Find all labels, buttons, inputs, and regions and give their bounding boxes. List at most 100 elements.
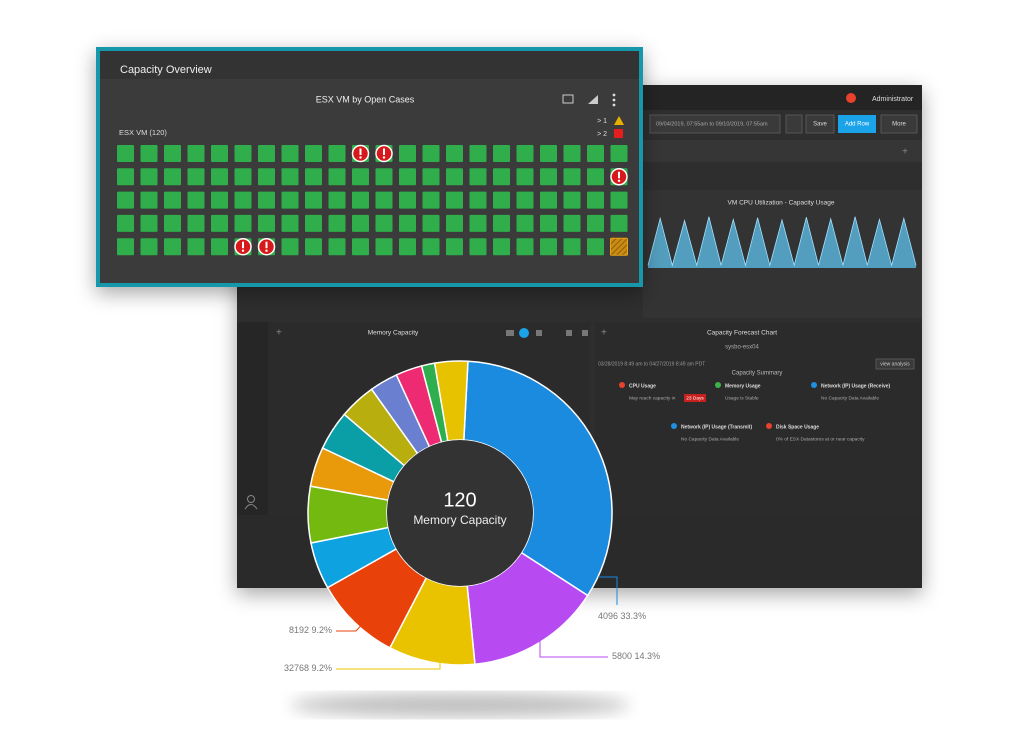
vm-cell[interactable] bbox=[140, 238, 158, 256]
vm-cell[interactable] bbox=[258, 214, 275, 232]
vm-cell[interactable] bbox=[375, 238, 393, 256]
vm-cell[interactable] bbox=[610, 214, 628, 232]
vm-cell[interactable] bbox=[281, 168, 299, 186]
vm-cell[interactable] bbox=[140, 191, 158, 209]
vm-cell[interactable] bbox=[540, 238, 557, 256]
vm-cell[interactable] bbox=[587, 238, 604, 256]
vm-cell[interactable] bbox=[493, 145, 510, 162]
vm-cell[interactable] bbox=[211, 214, 228, 232]
vm-cell[interactable] bbox=[328, 191, 346, 209]
vm-cell[interactable] bbox=[516, 168, 534, 186]
vm-cell[interactable] bbox=[610, 191, 628, 209]
vm-cell[interactable] bbox=[281, 238, 299, 256]
vm-cell[interactable] bbox=[469, 238, 487, 256]
vm-cell[interactable] bbox=[422, 191, 440, 209]
vm-cell[interactable] bbox=[305, 145, 322, 162]
vm-cell[interactable] bbox=[117, 238, 134, 256]
vm-cell[interactable] bbox=[493, 214, 510, 232]
vm-cell[interactable] bbox=[469, 168, 487, 186]
menu-icon[interactable] bbox=[612, 93, 616, 107]
vm-cell[interactable] bbox=[187, 168, 205, 186]
vm-cell[interactable] bbox=[164, 191, 181, 209]
vm-cell[interactable] bbox=[140, 145, 158, 162]
vm-cell[interactable] bbox=[140, 214, 158, 232]
vm-cell[interactable] bbox=[516, 145, 534, 162]
vm-cell[interactable] bbox=[305, 214, 322, 232]
vm-cell[interactable] bbox=[258, 191, 275, 209]
vm-cell[interactable] bbox=[469, 145, 487, 162]
add-icon[interactable]: + bbox=[902, 147, 908, 158]
vm-cell[interactable] bbox=[540, 214, 557, 232]
vm-cell[interactable] bbox=[399, 145, 416, 162]
save-button[interactable] bbox=[805, 114, 835, 134]
vm-cell[interactable] bbox=[587, 145, 604, 162]
vm-cell[interactable] bbox=[305, 238, 322, 256]
vm-cell[interactable] bbox=[117, 191, 134, 209]
vm-cell[interactable] bbox=[164, 214, 181, 232]
vm-cell[interactable] bbox=[352, 191, 369, 209]
add-icon[interactable]: + bbox=[276, 328, 282, 339]
vm-cell[interactable] bbox=[234, 191, 252, 209]
vm-cell[interactable] bbox=[211, 191, 228, 209]
vm-cell[interactable] bbox=[446, 145, 463, 162]
vm-cell[interactable] bbox=[352, 214, 369, 232]
vm-cell[interactable] bbox=[587, 191, 604, 209]
vm-cell[interactable] bbox=[563, 238, 581, 256]
chart-type-icon[interactable] bbox=[506, 330, 514, 336]
vm-cell[interactable] bbox=[375, 191, 393, 209]
vm-cell[interactable] bbox=[164, 238, 181, 256]
user-icon[interactable] bbox=[247, 495, 255, 503]
vm-cell[interactable] bbox=[164, 145, 181, 162]
vm-cell[interactable] bbox=[258, 145, 275, 162]
refresh-button[interactable] bbox=[785, 114, 803, 134]
vm-cell[interactable] bbox=[516, 214, 534, 232]
vm-cell[interactable] bbox=[563, 145, 581, 162]
signal-icon[interactable] bbox=[588, 95, 598, 104]
vm-cell[interactable] bbox=[328, 145, 346, 162]
add-icon[interactable]: + bbox=[601, 328, 607, 339]
vm-cell[interactable] bbox=[211, 145, 228, 162]
vm-cell[interactable] bbox=[422, 238, 440, 256]
vm-cell[interactable] bbox=[234, 214, 252, 232]
vm-cell[interactable] bbox=[563, 168, 581, 186]
vm-cell[interactable] bbox=[375, 168, 393, 186]
vm-cell[interactable] bbox=[516, 238, 534, 256]
chart-type-icon[interactable] bbox=[519, 328, 529, 338]
vm-cell[interactable] bbox=[422, 168, 440, 186]
vm-cell[interactable] bbox=[140, 168, 158, 186]
vm-cell[interactable] bbox=[493, 191, 510, 209]
vm-cell[interactable] bbox=[258, 168, 275, 186]
vm-cell[interactable] bbox=[187, 214, 205, 232]
vm-cell[interactable] bbox=[446, 238, 463, 256]
vm-cell[interactable] bbox=[399, 214, 416, 232]
vm-cell[interactable] bbox=[328, 168, 346, 186]
vm-cell[interactable] bbox=[211, 168, 228, 186]
vm-cell[interactable] bbox=[305, 168, 322, 186]
vm-cell[interactable] bbox=[446, 191, 463, 209]
vm-cell[interactable] bbox=[587, 214, 604, 232]
notification-icon[interactable] bbox=[846, 93, 856, 103]
vm-cell[interactable] bbox=[187, 238, 205, 256]
vm-cell[interactable] bbox=[469, 214, 487, 232]
vm-cell[interactable] bbox=[164, 168, 181, 186]
vm-cell[interactable] bbox=[281, 214, 299, 232]
vm-cell[interactable] bbox=[234, 145, 252, 162]
vm-cell[interactable] bbox=[422, 214, 440, 232]
vm-cell[interactable] bbox=[422, 145, 440, 162]
vm-cell[interactable] bbox=[117, 168, 134, 186]
vm-cell[interactable] bbox=[375, 214, 393, 232]
vm-cell[interactable] bbox=[281, 145, 299, 162]
vm-cell[interactable] bbox=[540, 145, 557, 162]
add-row-button[interactable] bbox=[838, 115, 876, 133]
vm-cell[interactable] bbox=[563, 191, 581, 209]
vm-cell[interactable] bbox=[352, 238, 369, 256]
vm-cell[interactable] bbox=[540, 191, 557, 209]
vm-cell[interactable] bbox=[328, 238, 346, 256]
vm-cell[interactable] bbox=[234, 168, 252, 186]
vm-cell[interactable] bbox=[469, 191, 487, 209]
vm-cell[interactable] bbox=[399, 191, 416, 209]
view-analysis-button[interactable] bbox=[875, 358, 915, 370]
vm-cell[interactable] bbox=[540, 168, 557, 186]
vm-cell[interactable] bbox=[281, 191, 299, 209]
vm-cell[interactable] bbox=[211, 238, 228, 256]
